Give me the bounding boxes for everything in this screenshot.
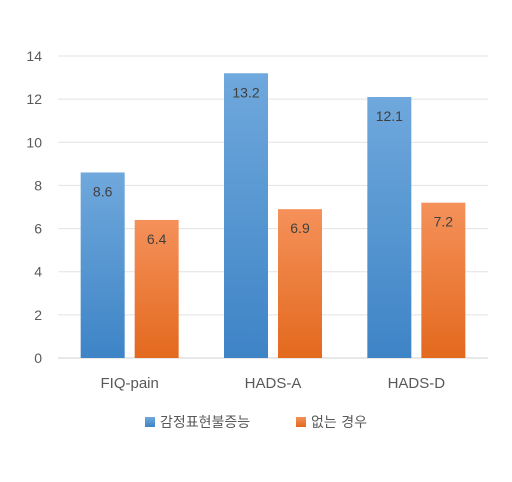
bar-series1-fiq-pain [80,172,125,358]
bar-series2-fiq-pain [134,219,179,358]
bar-series2-hads-a [278,209,322,358]
data-label: 12.1 [376,108,403,124]
legend: 감정표현불증능 없는 경우 [145,415,367,431]
bar-series1-hads-d [367,96,412,358]
data-label: 7.2 [434,214,454,230]
data-label: 6.9 [290,220,310,236]
x-axis-ticks: FIQ-pain HADS-A HADS-D [100,375,445,392]
data-labels: 8.6 6.4 13.2 6.9 12.1 7.2 [93,84,453,247]
data-label: 8.6 [93,183,113,199]
y-tick-label: 6 [34,221,42,237]
x-tick-label: HADS-A [245,375,302,392]
data-label: 6.4 [147,231,167,247]
bars [80,73,466,358]
y-tick-label: 12 [26,91,42,107]
y-tick-label: 10 [26,134,42,150]
legend-label: 없는 경우 [311,415,367,431]
y-tick-label: 2 [34,307,42,323]
legend-label: 감정표현불증능 [160,415,250,431]
y-tick-label: 0 [34,350,42,366]
y-tick-label: 14 [26,48,42,64]
y-axis-ticks: 0 2 4 6 8 10 12 14 [26,48,42,366]
x-tick-label: FIQ-pain [100,375,158,392]
data-label: 13.2 [232,84,259,100]
legend-swatch [145,417,155,427]
x-tick-label: HADS-D [388,375,446,392]
gridlines [58,55,488,359]
y-tick-label: 4 [34,264,42,280]
bar-series1-hads-a [224,73,268,358]
legend-swatch [296,417,306,427]
bar-series2-hads-d [421,202,466,358]
y-tick-label: 8 [34,177,42,193]
